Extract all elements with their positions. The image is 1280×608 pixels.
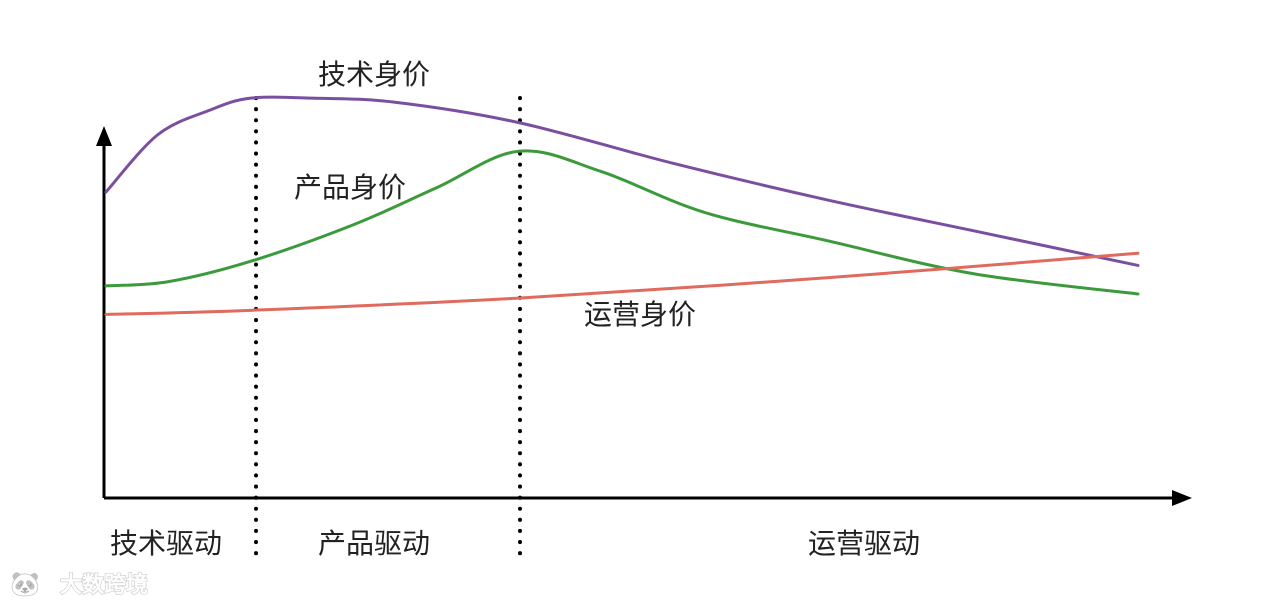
phase-dividers xyxy=(254,96,522,564)
phase-label-tech: 技术驱动 xyxy=(110,527,222,560)
series-label-ops: 运营身价 xyxy=(584,298,696,331)
series-line-1 xyxy=(104,149,1140,296)
series-line-2 xyxy=(104,251,1140,316)
phase-label-product: 产品驱动 xyxy=(318,527,430,560)
series-label-product: 产品身价 xyxy=(294,171,406,204)
series-line-0 xyxy=(104,95,1140,267)
watermark-text: 大数跨境 xyxy=(60,572,148,598)
series-label-tech: 技术身价 xyxy=(318,58,430,91)
phase-label-ops: 运营驱动 xyxy=(808,527,920,560)
watermark: 🐼 大数跨境 xyxy=(10,570,149,599)
axes xyxy=(96,126,1192,506)
x-axis-arrow xyxy=(1172,490,1192,506)
watermark-logo-icon: 🐼 xyxy=(10,570,40,598)
y-axis-arrow xyxy=(96,126,112,146)
series-lines xyxy=(104,95,1140,316)
